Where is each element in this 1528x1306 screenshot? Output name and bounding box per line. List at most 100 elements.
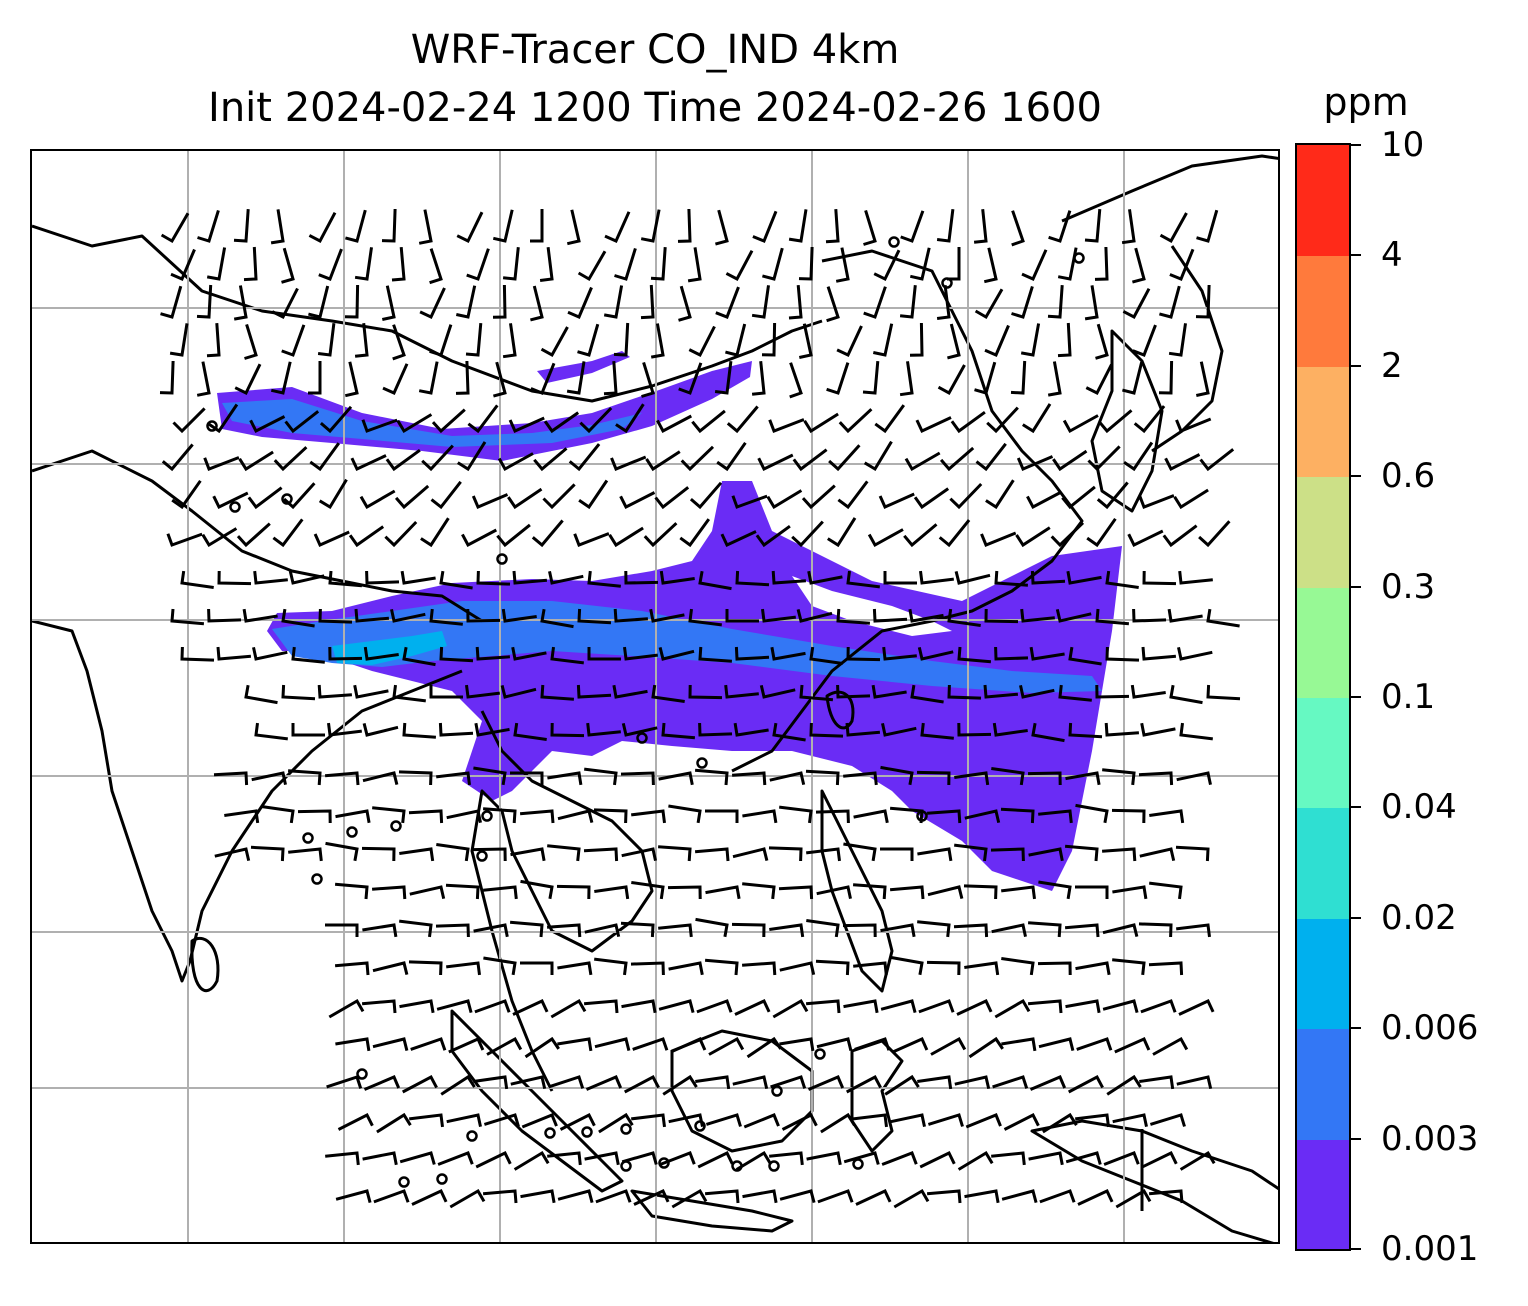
wind-barb bbox=[1103, 1151, 1140, 1166]
wind-barb bbox=[373, 1189, 410, 1204]
wind-barb bbox=[789, 362, 803, 399]
wind-barb bbox=[288, 847, 323, 862]
wind-barb bbox=[531, 519, 564, 548]
wind-barb bbox=[649, 608, 685, 623]
wind-barb bbox=[883, 571, 917, 585]
wind-barb bbox=[400, 570, 436, 585]
wind-barb bbox=[197, 209, 220, 243]
wind-barb bbox=[640, 209, 661, 243]
wind-barb bbox=[1176, 1075, 1213, 1090]
wind-barb bbox=[325, 1151, 360, 1166]
wind-barb bbox=[900, 210, 925, 243]
wind-barb bbox=[1058, 684, 1092, 702]
wind-barb bbox=[658, 771, 694, 786]
wind-barb bbox=[297, 809, 332, 824]
wind-barb bbox=[567, 286, 593, 319]
wind-barb bbox=[1064, 844, 1099, 862]
sri-lanka-coastline bbox=[190, 937, 220, 993]
wind-barb bbox=[381, 208, 397, 243]
wind-barb bbox=[288, 570, 325, 585]
wind-barb bbox=[281, 247, 295, 284]
wind-barb bbox=[1048, 210, 1072, 243]
wind-barb bbox=[880, 765, 914, 786]
wind-barb bbox=[583, 847, 619, 862]
wind-barb bbox=[731, 771, 767, 786]
wind-barb bbox=[678, 362, 703, 395]
wind-barb bbox=[1010, 360, 1027, 395]
wind-barb bbox=[446, 961, 481, 976]
wind-barb bbox=[473, 923, 509, 938]
wind-barb bbox=[1066, 570, 1102, 585]
wind-barb bbox=[511, 646, 547, 661]
colorbar-tick-label: 0.6 bbox=[1381, 456, 1436, 497]
wind-barb bbox=[500, 685, 537, 699]
wind-barb bbox=[530, 285, 544, 322]
wind-barb bbox=[964, 809, 1001, 824]
wind-barb bbox=[457, 441, 487, 472]
wind-barb bbox=[335, 809, 371, 824]
wind-barb bbox=[328, 570, 363, 588]
wind-barb bbox=[510, 1075, 547, 1090]
wind-barb bbox=[1139, 1075, 1175, 1090]
wind-barb bbox=[520, 1189, 556, 1204]
wind-barb bbox=[608, 526, 644, 548]
wind-barb bbox=[688, 684, 723, 700]
wind-barb bbox=[762, 247, 784, 281]
calm-wind-marker bbox=[496, 553, 508, 565]
wind-barb bbox=[954, 571, 991, 585]
wind-barb bbox=[1001, 1189, 1038, 1203]
wind-barb bbox=[547, 771, 583, 786]
wind-barb bbox=[779, 1037, 815, 1052]
wind-barb bbox=[291, 646, 325, 664]
wind-barb bbox=[445, 883, 480, 900]
wind-barb bbox=[284, 410, 320, 434]
wind-barb bbox=[493, 361, 507, 398]
wind-barb bbox=[1001, 885, 1036, 900]
calm-wind-marker bbox=[620, 1123, 632, 1135]
wind-barb bbox=[992, 1075, 1029, 1089]
wind-barb bbox=[964, 961, 1000, 976]
wind-barb bbox=[1130, 684, 1166, 699]
wind-barb bbox=[513, 1150, 550, 1171]
wind-barb bbox=[734, 646, 770, 661]
wind-barb bbox=[502, 323, 517, 359]
wind-barb bbox=[1105, 570, 1139, 589]
wind-barb bbox=[1015, 526, 1051, 548]
wind-barb bbox=[539, 247, 554, 282]
calm-wind-marker bbox=[852, 1158, 864, 1170]
wind-barb bbox=[261, 805, 295, 824]
wind-barb bbox=[659, 1151, 696, 1166]
wind-barb bbox=[651, 684, 685, 703]
wind-barb bbox=[610, 455, 647, 471]
wind-barb bbox=[547, 1151, 582, 1166]
wind-barb bbox=[991, 923, 1027, 938]
wind-barb bbox=[926, 1189, 962, 1204]
sumatra-coastline bbox=[450, 1009, 624, 1193]
wind-barb bbox=[1149, 809, 1185, 824]
wind-barb bbox=[281, 684, 316, 701]
calm-wind-marker bbox=[636, 732, 648, 744]
wind-barb bbox=[473, 766, 507, 786]
wind-barb bbox=[899, 285, 917, 319]
wind-barb bbox=[643, 522, 678, 548]
wind-barb bbox=[761, 322, 777, 357]
wind-barb bbox=[656, 414, 693, 434]
wind-barb bbox=[645, 450, 681, 472]
wind-barb bbox=[593, 808, 628, 824]
wind-barb bbox=[630, 961, 665, 976]
colorbar-segment bbox=[1297, 1138, 1349, 1249]
wind-barb bbox=[1111, 808, 1146, 824]
wind-barb bbox=[1177, 646, 1213, 661]
wind-barb bbox=[917, 920, 951, 938]
wind-barb bbox=[508, 416, 545, 433]
wind-barb bbox=[456, 211, 484, 244]
himalaya-border bbox=[32, 449, 483, 623]
wind-barb bbox=[874, 404, 906, 434]
colorbar-tick-label: 0.3 bbox=[1381, 566, 1436, 607]
wind-barb bbox=[761, 608, 796, 623]
wind-barb bbox=[954, 843, 988, 862]
wind-barb bbox=[1158, 360, 1174, 395]
wind-barb bbox=[930, 1036, 967, 1056]
wind-barb bbox=[631, 1113, 666, 1128]
wind-barb bbox=[520, 961, 554, 975]
